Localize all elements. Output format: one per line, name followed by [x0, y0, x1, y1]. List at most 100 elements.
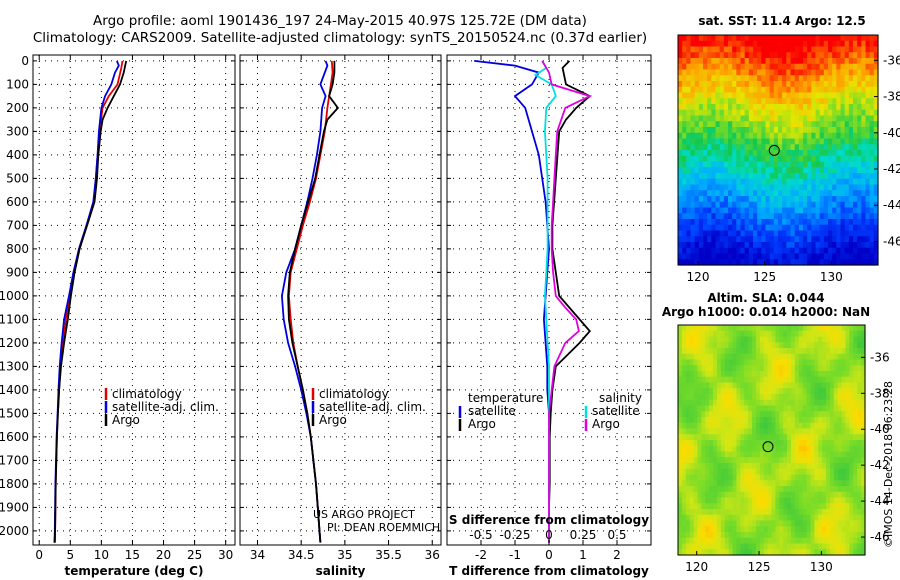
map-cell — [757, 144, 762, 151]
map-cell — [773, 40, 779, 48]
map-cell — [744, 184, 750, 191]
map-cell — [806, 342, 812, 349]
map-cell — [748, 115, 754, 122]
map-cell — [807, 144, 812, 151]
map-cell — [861, 213, 867, 220]
map-cell — [823, 190, 829, 197]
map-cell — [716, 457, 722, 464]
map-cell — [773, 121, 779, 128]
map-cell — [759, 336, 765, 343]
map-cell — [819, 132, 825, 140]
map-cell — [713, 342, 718, 349]
map-cell — [840, 253, 846, 260]
map-cell — [698, 207, 704, 214]
map-cell — [833, 365, 839, 372]
map-cell — [803, 196, 808, 203]
map-cell — [732, 178, 737, 186]
map-cell — [765, 167, 771, 174]
map-cell — [837, 359, 843, 366]
map-cell — [857, 480, 862, 487]
map-cell — [765, 196, 771, 203]
map-cell — [705, 359, 710, 366]
map-cell — [771, 491, 776, 499]
map-cell — [711, 109, 717, 117]
map-cell — [752, 474, 757, 481]
map-cell — [837, 353, 843, 361]
map-cell — [841, 359, 847, 366]
map-cell — [773, 92, 779, 99]
map-cell — [778, 230, 783, 237]
map-cell — [711, 58, 717, 65]
map-cell — [836, 178, 842, 186]
map-cell — [678, 353, 683, 361]
map-cell — [719, 104, 725, 111]
map-cell — [810, 330, 815, 338]
map-cell — [703, 98, 708, 105]
map-cell — [787, 497, 792, 504]
map-cell — [873, 104, 879, 111]
map-cell — [778, 40, 783, 48]
map-cell — [826, 336, 831, 343]
map-cell — [787, 365, 792, 372]
map-cell — [728, 388, 734, 395]
map-cell — [861, 81, 867, 88]
map-cell — [732, 46, 737, 53]
map-cell — [818, 417, 823, 424]
map-cell — [861, 109, 867, 117]
map-cell — [736, 138, 742, 145]
map-cell — [713, 428, 718, 435]
map-cell — [790, 468, 796, 476]
map-cell — [873, 155, 879, 163]
map-cell — [873, 138, 879, 145]
map-cell — [757, 46, 762, 53]
map-cell — [845, 440, 851, 447]
map-cell — [798, 190, 804, 197]
map-cell — [803, 259, 808, 266]
map-cell — [790, 371, 796, 378]
map-cell — [815, 35, 821, 42]
map-cell — [845, 457, 851, 464]
map-cell — [728, 503, 734, 510]
map-cell — [740, 138, 746, 145]
map-cell — [865, 207, 871, 214]
map-cell — [822, 457, 827, 464]
map-cell — [757, 207, 762, 214]
map-cell — [783, 497, 788, 504]
map-cell — [709, 463, 714, 470]
map-cell — [728, 514, 734, 522]
map-cell — [748, 104, 754, 111]
map-cell — [686, 144, 692, 151]
map-cell — [748, 224, 754, 232]
map-cell — [720, 463, 726, 470]
map-cell — [778, 207, 783, 214]
map-cell — [720, 549, 726, 556]
map-cell — [709, 399, 714, 407]
map-cell — [826, 325, 831, 332]
map-cell — [837, 394, 843, 401]
map-cell — [701, 399, 706, 407]
map-cell — [837, 348, 843, 355]
map-cell — [818, 526, 823, 533]
map-cell — [775, 434, 780, 441]
map-cell — [857, 127, 862, 134]
map-cell — [775, 468, 780, 476]
map-cell — [769, 150, 775, 157]
map-cell — [844, 196, 850, 203]
map-cell — [829, 509, 835, 516]
map-cell — [736, 115, 742, 122]
map-cell — [779, 325, 784, 332]
map-cell — [853, 330, 858, 338]
map-cell — [822, 451, 827, 458]
map-cell — [798, 445, 804, 453]
map-cell — [822, 549, 827, 556]
map-cell — [703, 247, 708, 255]
map-cell — [707, 69, 712, 76]
map-cell — [740, 184, 746, 191]
map-cell — [853, 336, 858, 343]
map-cell — [844, 138, 850, 145]
map-cell — [833, 417, 839, 424]
map-cell — [682, 46, 687, 53]
map-cell — [790, 92, 796, 99]
map-cell — [716, 463, 722, 470]
figure-title-line1: Argo profile: aoml 1901436_197 24-May-20… — [93, 13, 587, 29]
